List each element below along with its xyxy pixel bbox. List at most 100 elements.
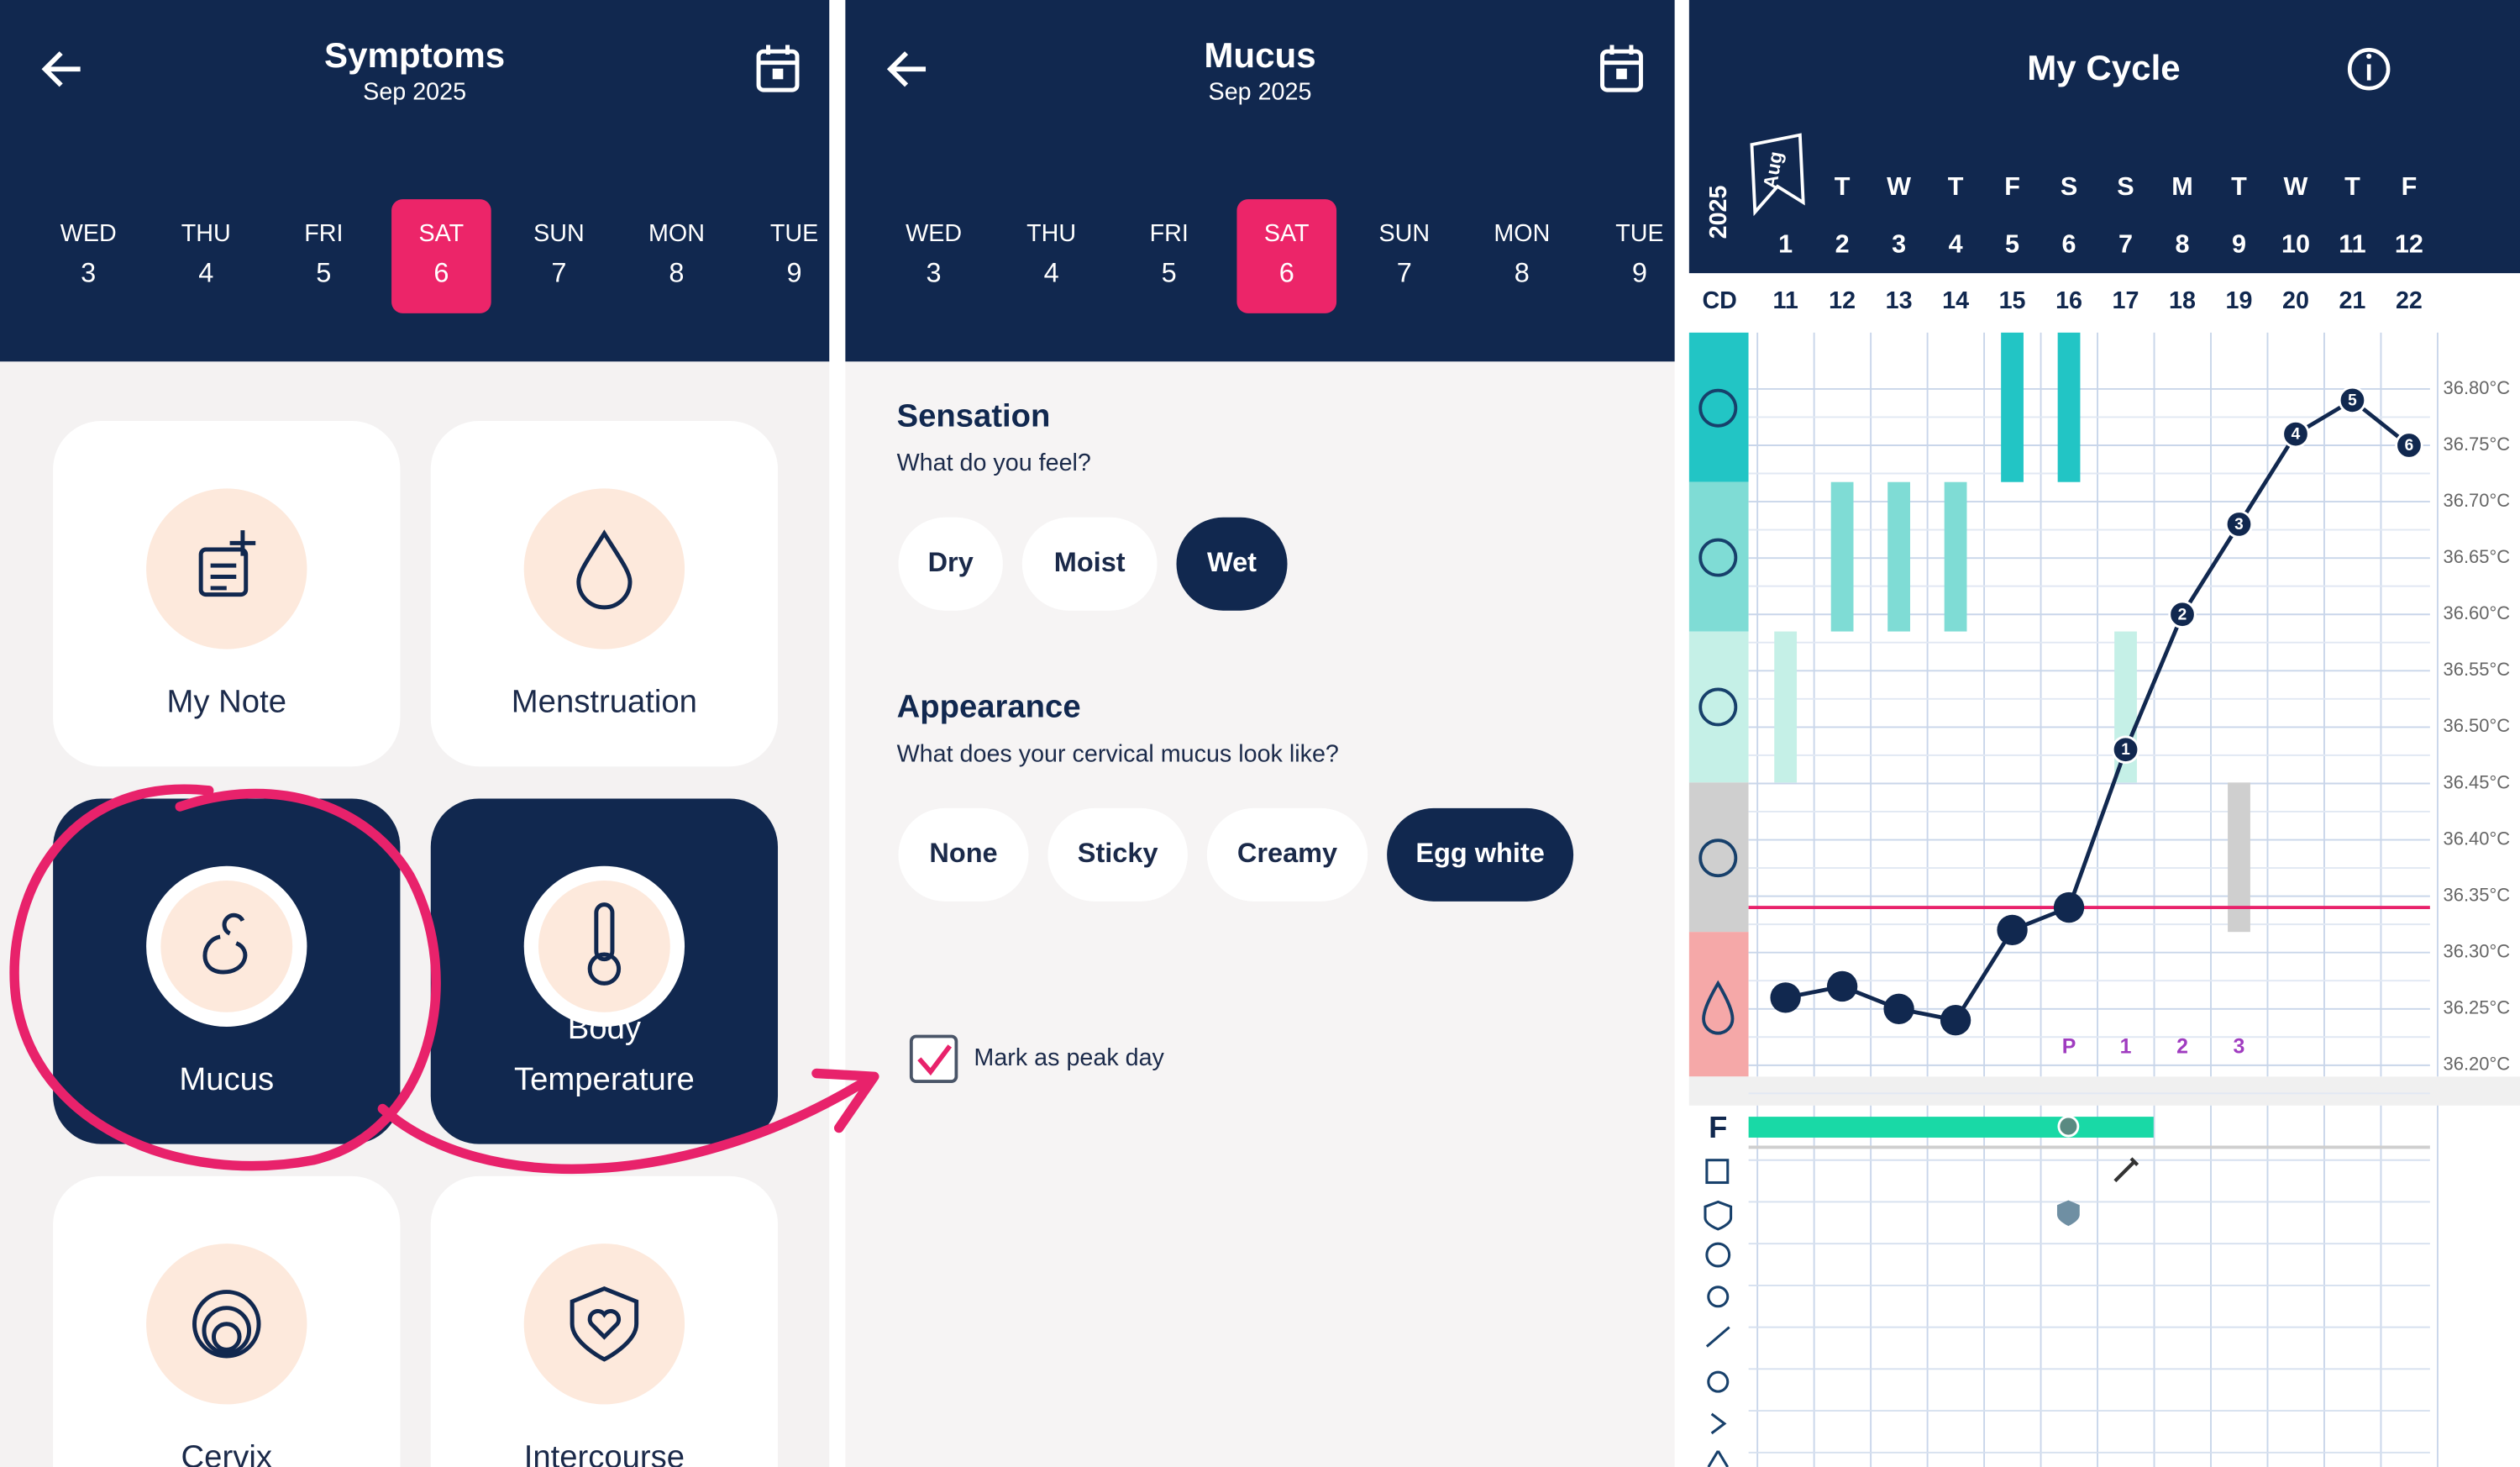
mucus-bar <box>1774 631 1798 783</box>
day-number[interactable]: 7 <box>1397 258 1412 288</box>
option-label[interactable]: None <box>929 838 997 868</box>
point-label: 4 <box>2292 426 2301 444</box>
day-number[interactable]: 7 <box>551 258 566 288</box>
option-label[interactable]: Creamy <box>1237 838 1337 868</box>
cycle-day-label: 21 <box>2339 287 2365 314</box>
option-pill[interactable] <box>1387 807 1574 902</box>
weekday[interactable]: WED <box>60 220 117 247</box>
tile-icon <box>587 1309 622 1340</box>
option-pill[interactable] <box>1176 517 1288 611</box>
calendar-button[interactable] <box>756 45 800 92</box>
peak-checkbox[interactable] <box>909 1034 958 1083</box>
back-button[interactable] <box>41 51 81 87</box>
option-pill[interactable] <box>1206 807 1368 902</box>
cycle-day-label: 19 <box>2226 287 2253 314</box>
back-button[interactable] <box>886 51 927 87</box>
day-number[interactable]: 4 <box>198 258 213 288</box>
y-tick-label: 36.80°C <box>2443 377 2510 398</box>
cycle-day-label: 20 <box>2282 287 2309 314</box>
point-label: 1 <box>2121 741 2130 759</box>
screen-title: Symptoms <box>324 35 505 75</box>
date-label: 6 <box>2062 230 2076 259</box>
weekday[interactable]: TUE <box>1615 220 1663 247</box>
weekday-letter: S <box>2117 172 2134 201</box>
option-pill[interactable] <box>1047 807 1188 902</box>
day-number[interactable]: 8 <box>669 258 684 288</box>
weekday[interactable]: SAT <box>1264 220 1310 247</box>
day-marker: 1 <box>2120 1034 2132 1058</box>
weekday[interactable]: TUE <box>770 220 818 247</box>
date-label: 2 <box>1835 230 1850 259</box>
y-tick-label: 36.70°C <box>2443 490 2510 511</box>
cycle-day-label: 12 <box>1829 287 1856 314</box>
weekday-letter: S <box>2061 172 2077 201</box>
day-marker: P <box>2062 1034 2076 1058</box>
fertile-window <box>1748 1117 2154 1138</box>
weekday[interactable]: FRI <box>304 220 343 247</box>
day-number[interactable]: 8 <box>1515 258 1530 288</box>
day-number[interactable]: 5 <box>316 258 331 288</box>
info-button[interactable] <box>2347 47 2391 91</box>
temperature-point <box>2224 510 2254 539</box>
screen-title: Mucus <box>1204 35 1315 75</box>
screen-title: My Cycle <box>2027 48 2180 87</box>
day-number[interactable]: 3 <box>81 258 96 288</box>
day-number[interactable]: 4 <box>1044 258 1059 288</box>
weekday[interactable]: SUN <box>1379 220 1431 247</box>
calendar-button[interactable] <box>1600 45 1643 92</box>
weekday[interactable]: THU <box>1026 220 1076 247</box>
weekday[interactable]: MON <box>648 220 705 247</box>
band-legend <box>1688 932 1749 1077</box>
option-label[interactable]: Sticky <box>1078 838 1158 868</box>
date-label: 1 <box>1778 230 1793 259</box>
day-number[interactable]: 9 <box>786 258 801 288</box>
mucus-bar <box>1830 481 1854 632</box>
date-label: 8 <box>2175 230 2189 259</box>
band-legend <box>1688 782 1749 933</box>
tile-icon <box>202 912 248 975</box>
temperature-point <box>2338 386 2367 415</box>
weekday[interactable]: SAT <box>419 220 465 247</box>
option-label[interactable]: Egg white <box>1415 838 1545 868</box>
day-number[interactable]: 5 <box>1162 258 1177 288</box>
icon-circle <box>538 880 670 1012</box>
section-title: Sensation <box>897 397 1051 434</box>
option-label[interactable]: Moist <box>1054 547 1126 577</box>
y-tick-label: 36.30°C <box>2443 941 2510 962</box>
weekday[interactable]: THU <box>181 220 231 247</box>
y-tick-label: 36.35°C <box>2443 884 2510 905</box>
weekday[interactable]: MON <box>1494 220 1550 247</box>
day-number[interactable]: 3 <box>927 258 942 288</box>
checkbox-label[interactable]: Mark as peak day <box>974 1044 1164 1071</box>
cycle-day-label: 18 <box>2169 287 2196 314</box>
weekday-letter: T <box>1835 172 1851 201</box>
icon-circle <box>146 488 307 649</box>
band-icons <box>1698 388 1738 1035</box>
option-label[interactable]: Dry <box>928 547 974 577</box>
option-pill[interactable] <box>898 807 1029 902</box>
option-pill[interactable] <box>1021 517 1158 611</box>
option-label[interactable]: Wet <box>1207 547 1257 577</box>
cycle-day-label: 13 <box>1886 287 1913 314</box>
temperature-point <box>1997 914 2028 946</box>
section-title: Appearance <box>897 688 1081 724</box>
tile-icon <box>211 1322 242 1352</box>
day-number[interactable]: 9 <box>1632 258 1647 288</box>
day-number[interactable]: 6 <box>1279 258 1294 288</box>
y-tick-label: 36.45°C <box>2443 771 2510 792</box>
selected-day <box>391 199 491 313</box>
day-number[interactable]: 6 <box>433 258 449 288</box>
tile-icon <box>570 1286 639 1362</box>
divider <box>1688 1076 2520 1106</box>
weekday[interactable]: SUN <box>533 220 585 247</box>
date-label: 5 <box>2005 230 2019 259</box>
weekday[interactable]: WED <box>906 220 962 247</box>
point-label: 5 <box>2348 392 2357 409</box>
cycle-day-label: 16 <box>2055 287 2082 314</box>
weekday[interactable]: FRI <box>1150 220 1189 247</box>
row-icons <box>1704 1159 1733 1467</box>
weekday-letter: T <box>2231 172 2247 201</box>
note-mark <box>2113 1157 2139 1183</box>
option-pill[interactable] <box>898 517 1003 611</box>
